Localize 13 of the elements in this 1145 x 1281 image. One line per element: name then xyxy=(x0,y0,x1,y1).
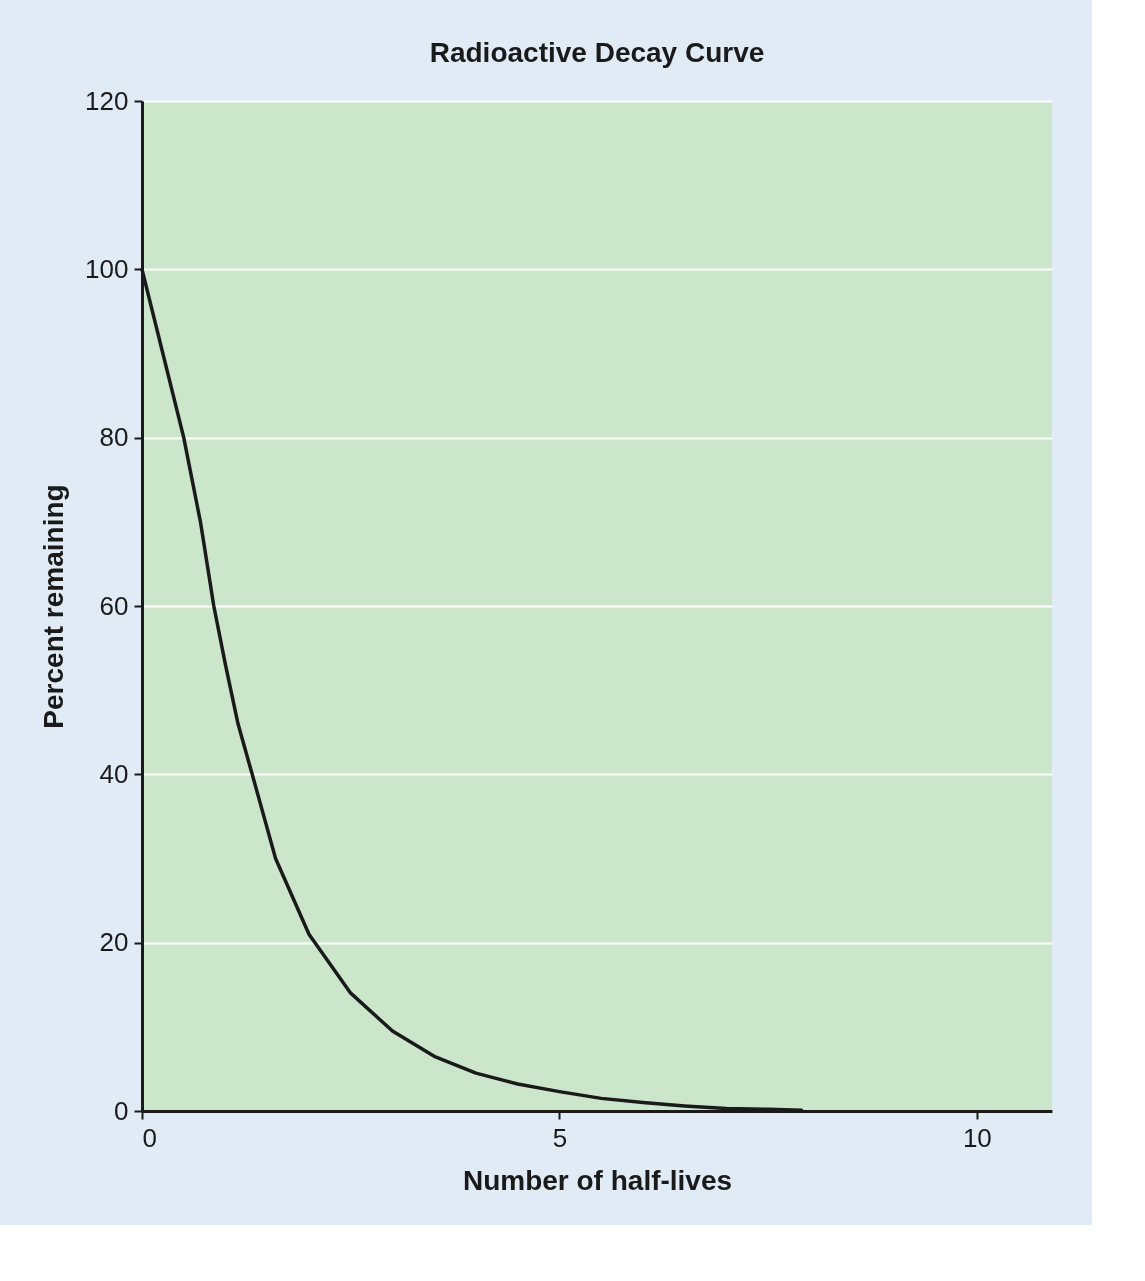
chart-title: Radioactive Decay Curve xyxy=(429,37,765,68)
y-tick-label: 40 xyxy=(99,758,129,789)
y-tick-label: 60 xyxy=(99,590,129,621)
y-tick-label: 100 xyxy=(85,253,129,284)
x-axis-title: Number of half-lives xyxy=(462,1164,733,1196)
y-tick-label: 20 xyxy=(99,927,129,958)
y-tick-label: 120 xyxy=(85,85,129,116)
x-tick-label: 5 xyxy=(552,1122,568,1153)
y-tick-label: 0 xyxy=(114,1095,129,1126)
y-axis-title: Percent remaining xyxy=(38,484,70,729)
x-tick-label: 10 xyxy=(962,1122,992,1153)
x-tick-label: 0 xyxy=(142,1122,157,1153)
y-tick-label: 80 xyxy=(99,422,129,453)
